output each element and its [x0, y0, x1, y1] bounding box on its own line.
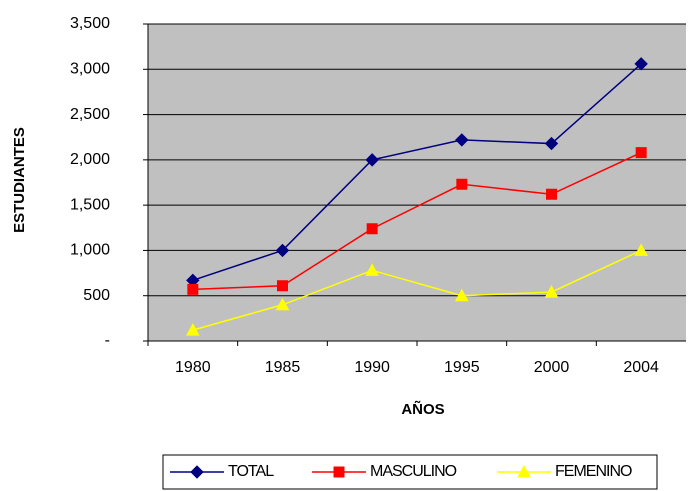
- marker: [635, 147, 647, 159]
- marker: [366, 223, 378, 235]
- y-tick-label: -: [105, 332, 110, 349]
- marker: [275, 297, 290, 311]
- series-line: [192, 63, 642, 282]
- x-tick-label: 2004: [623, 359, 659, 376]
- x-tick-label: 1995: [444, 359, 480, 376]
- x-tick-label: 1985: [265, 359, 301, 376]
- legend-marker: [333, 466, 345, 478]
- marker: [634, 57, 648, 71]
- plot-area: [148, 24, 686, 341]
- y-tick-label: 2,500: [70, 106, 110, 123]
- legend-marker: [517, 464, 531, 478]
- y-tick-label: 500: [83, 287, 110, 304]
- y-tick-label: 2,000: [70, 151, 110, 168]
- legend-label: TOTAL: [228, 463, 274, 480]
- marker: [275, 243, 290, 258]
- x-tick-label: 1980: [175, 359, 211, 376]
- marker: [365, 153, 379, 167]
- marker: [455, 133, 469, 147]
- legend: [162, 454, 658, 490]
- legend-marker: [190, 465, 204, 479]
- y-axis-title: ESTUDIANTES: [11, 127, 28, 233]
- marker: [546, 188, 557, 200]
- y-tick-label: 1,500: [70, 196, 110, 213]
- legend-label: FEMENINO: [555, 463, 632, 480]
- marker: [187, 283, 199, 295]
- y-tick-label: 3,500: [70, 15, 110, 32]
- marker: [544, 285, 559, 298]
- y-tick-label: 3,000: [70, 61, 110, 78]
- x-tick-label: 2000: [534, 359, 570, 376]
- series-line: [192, 151, 642, 291]
- legend-label: MASCULINO: [370, 463, 457, 480]
- series-line: [192, 249, 642, 331]
- x-tick-label: 1990: [354, 359, 390, 376]
- marker: [365, 263, 380, 276]
- marker: [634, 243, 649, 256]
- marker: [454, 288, 469, 302]
- marker: [277, 280, 288, 292]
- marker: [185, 323, 200, 336]
- marker: [456, 178, 468, 190]
- y-tick-label: 1,000: [70, 242, 110, 259]
- x-axis-title: AÑOS: [401, 400, 444, 418]
- marker: [544, 136, 559, 151]
